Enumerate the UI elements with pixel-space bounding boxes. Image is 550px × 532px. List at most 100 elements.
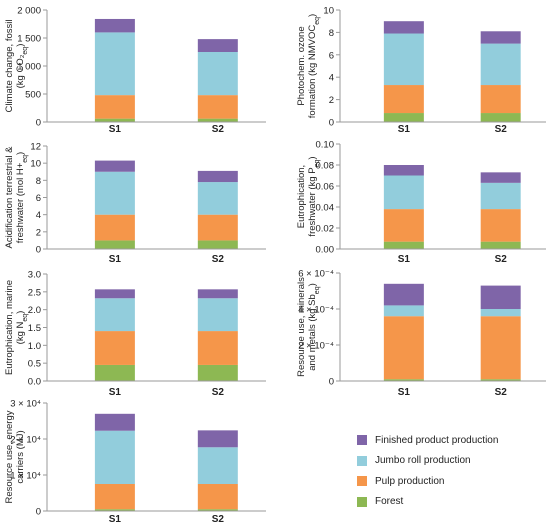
y-tick-label: 4 × 10⁻⁴ bbox=[298, 305, 334, 316]
y-axis-label: Resource use, energycarriers (MJ) bbox=[4, 410, 26, 503]
bar-segment-finished-product-production bbox=[383, 165, 424, 176]
y-tick-label: 0.00 bbox=[316, 245, 335, 256]
bar-segment-finished-product-production bbox=[383, 21, 424, 34]
y-tick-label: 4 bbox=[36, 210, 41, 221]
bar-segment-pulp-production bbox=[197, 331, 238, 365]
category-label: S1 bbox=[398, 387, 411, 398]
bar-segment-finished-product-production bbox=[197, 39, 238, 52]
bar-segment-pulp-production bbox=[94, 484, 135, 510]
bar-segment-forest bbox=[94, 509, 135, 511]
bar-segment-forest bbox=[480, 241, 521, 249]
y-tick-label: 8 bbox=[329, 28, 334, 39]
y-tick-label: 0 bbox=[36, 507, 41, 518]
y-tick-label: 2 × 10⁴ bbox=[10, 435, 41, 446]
legend-swatch-finished-product bbox=[357, 435, 367, 445]
y-tick-label: 6 bbox=[36, 193, 41, 204]
bar-segment-forest bbox=[383, 241, 424, 249]
y-tick-label: 0 bbox=[36, 245, 41, 256]
bar-segment-jumbo-roll-production bbox=[94, 298, 135, 332]
bar-segment-jumbo-roll-production bbox=[480, 309, 521, 317]
category-label: S2 bbox=[495, 254, 508, 265]
bar-segment-finished-product-production bbox=[94, 289, 135, 299]
y-tick-label: 1 × 10⁴ bbox=[10, 471, 41, 482]
category-label: S2 bbox=[495, 387, 508, 398]
bar-segment-finished-product-production bbox=[197, 430, 238, 448]
y-tick-label: 6 bbox=[329, 50, 334, 61]
bar-segment-pulp-production bbox=[383, 209, 424, 242]
y-tick-label: 2 bbox=[329, 95, 334, 106]
legend-swatch-jumbo-roll bbox=[357, 455, 367, 466]
legend-swatch-pulp bbox=[357, 476, 367, 486]
bar-segment-jumbo-roll-production bbox=[94, 32, 135, 96]
bar-segment-jumbo-roll-production bbox=[94, 171, 135, 215]
y-tick-label: 0.5 bbox=[28, 359, 41, 370]
bar-segment-finished-product-production bbox=[480, 31, 521, 44]
y-tick-label: 1.0 bbox=[28, 341, 41, 352]
y-tick-label: 500 bbox=[25, 90, 41, 101]
category-label: S2 bbox=[212, 514, 225, 525]
y-tick-label: 0.04 bbox=[316, 203, 335, 214]
bar-segment-forest bbox=[197, 240, 238, 249]
y-tick-label: 0.06 bbox=[316, 182, 335, 193]
y-tick-label: 2.0 bbox=[28, 305, 41, 316]
y-tick-label: 6 × 10⁻⁴ bbox=[298, 269, 334, 280]
bar-segment-pulp-production bbox=[94, 95, 135, 119]
y-tick-label: 8 bbox=[36, 176, 41, 187]
legend-item-forest: Forest bbox=[357, 492, 547, 512]
bar-segment-finished-product-production bbox=[383, 283, 424, 306]
bar-segment-pulp-production bbox=[197, 214, 238, 241]
bar-segment-pulp-production bbox=[383, 316, 424, 380]
category-label: S2 bbox=[212, 124, 225, 135]
y-tick-label: 0 bbox=[329, 377, 334, 388]
bar-segment-pulp-production bbox=[480, 209, 521, 242]
bar-segment-finished-product-production bbox=[94, 413, 135, 431]
category-label: S2 bbox=[212, 387, 225, 398]
bar-segment-jumbo-roll-production bbox=[383, 305, 424, 317]
y-tick-label: 1 500 bbox=[17, 34, 41, 45]
legend-label-jumbo-roll: Jumbo roll production bbox=[375, 455, 471, 466]
y-tick-label: 1.5 bbox=[28, 323, 41, 334]
y-tick-label: 2.5 bbox=[28, 287, 41, 298]
bar-segment-jumbo-roll-production bbox=[383, 33, 424, 86]
y-tick-label: 2 × 10⁻⁴ bbox=[298, 341, 334, 352]
bar-segment-forest bbox=[94, 118, 135, 122]
y-tick-label: 10 bbox=[323, 6, 334, 17]
bar-segment-pulp-production bbox=[480, 85, 521, 114]
y-tick-label: 4 bbox=[329, 73, 334, 84]
y-tick-label: 1 000 bbox=[17, 62, 41, 73]
legend-label-pulp: Pulp production bbox=[375, 475, 445, 487]
y-axis-label: Eutrophication,freshwater (kg Peq) bbox=[296, 156, 321, 236]
bar-segment-finished-product-production bbox=[94, 18, 135, 33]
legend-swatch-forest bbox=[357, 496, 367, 507]
bar-segment-forest bbox=[383, 379, 424, 381]
bar-segment-pulp-production bbox=[197, 95, 238, 119]
category-label: S1 bbox=[398, 124, 411, 135]
legend-label-forest: Forest bbox=[375, 496, 404, 507]
y-axis-label: Photochem. ozoneformation (kg NMVOCeq) bbox=[296, 14, 321, 118]
bar-segment-jumbo-roll-production bbox=[480, 43, 521, 86]
bar-segment-jumbo-roll-production bbox=[197, 182, 238, 215]
y-tick-label: 0.0 bbox=[28, 377, 41, 388]
y-tick-label: 0 bbox=[36, 118, 41, 129]
bar-segment-forest bbox=[94, 240, 135, 249]
bar-segment-pulp-production bbox=[480, 316, 521, 380]
y-axis-label: Climate change, fossil(kg CO₂eq) bbox=[4, 20, 29, 113]
y-tick-label: 10 bbox=[30, 159, 41, 170]
y-tick-label: 2 000 bbox=[17, 6, 41, 17]
y-tick-label: 2 bbox=[36, 227, 41, 238]
bar-segment-jumbo-roll-production bbox=[197, 298, 238, 332]
legend: Finished product production Jumbo roll p… bbox=[357, 430, 547, 512]
y-tick-label: 0.02 bbox=[316, 224, 335, 235]
y-tick-label: 3 × 10⁴ bbox=[10, 399, 41, 410]
bar-segment-finished-product-production bbox=[197, 170, 238, 183]
bar-segment-jumbo-roll-production bbox=[383, 175, 424, 210]
bar-segment-forest bbox=[197, 118, 238, 122]
category-label: S1 bbox=[109, 254, 122, 265]
bar-segment-pulp-production bbox=[94, 214, 135, 241]
bar-segment-forest bbox=[480, 379, 521, 381]
legend-item-finished-product: Finished product production bbox=[357, 430, 547, 450]
bar-segment-pulp-production bbox=[197, 484, 238, 510]
y-tick-label: 3.0 bbox=[28, 270, 41, 281]
category-label: S2 bbox=[495, 124, 508, 135]
